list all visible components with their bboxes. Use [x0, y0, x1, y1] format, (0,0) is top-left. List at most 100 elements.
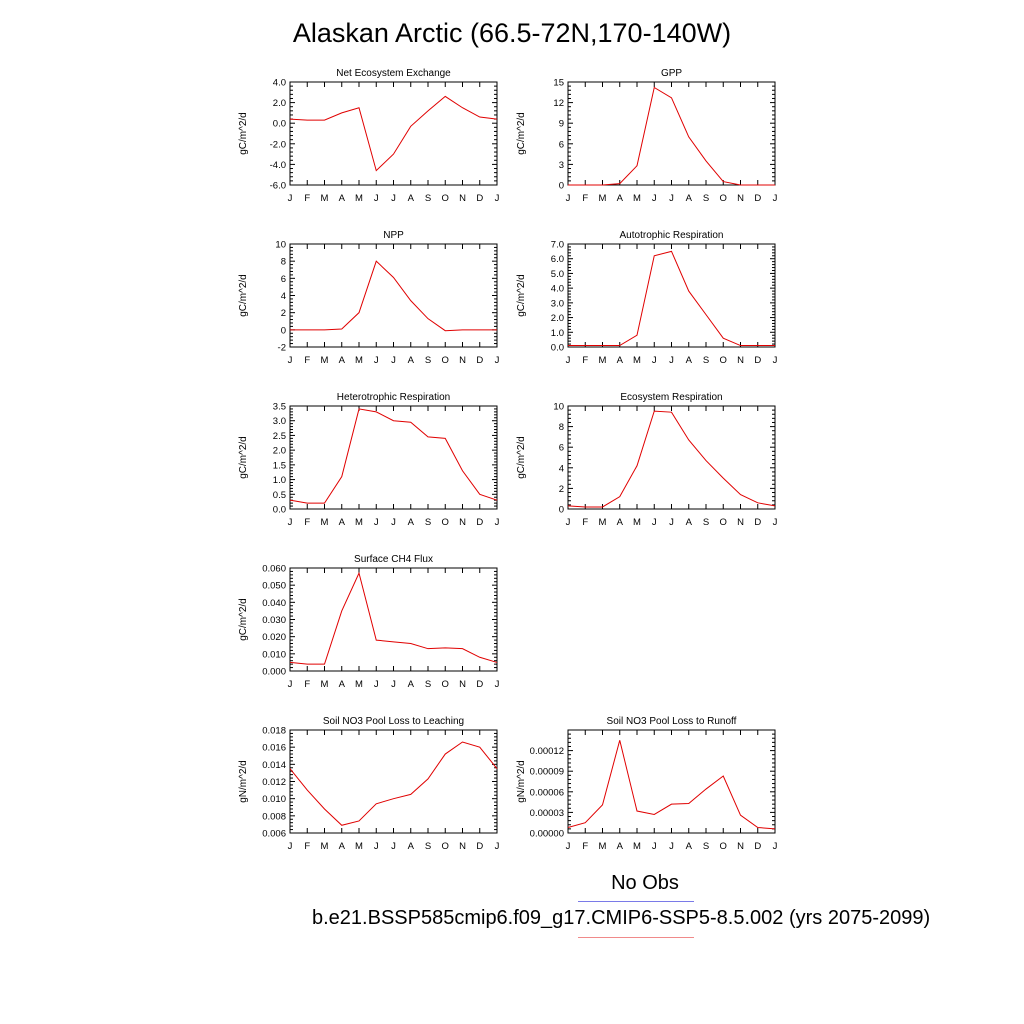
x-tick-label: D	[476, 193, 483, 204]
x-tick-label: M	[599, 517, 607, 528]
y-tick-label: 10	[553, 402, 564, 413]
x-tick-label: O	[720, 841, 727, 852]
case-label: b.e21.BSSP585cmip6.f09_g17.CMIP6-SSP5-8.…	[312, 907, 931, 929]
y-tick-label: 0.040	[262, 598, 286, 609]
y-tick-label: 0.050	[262, 581, 286, 592]
legend-obs-label: No Obs	[611, 872, 679, 894]
x-tick-label: A	[686, 517, 693, 528]
panel-title: Net Ecosystem Exchange	[336, 68, 451, 79]
x-tick-label: J	[495, 841, 500, 852]
x-tick-label: A	[686, 841, 693, 852]
x-tick-label: N	[459, 841, 466, 852]
series-line	[568, 250, 775, 347]
y-tick-label: 0.010	[262, 794, 286, 805]
y-tick-label: 3	[559, 160, 564, 171]
series-line	[568, 86, 775, 186]
y-axis-label: gC/m^2/d	[238, 436, 249, 479]
x-tick-label: J	[773, 355, 778, 366]
x-tick-label: F	[582, 355, 588, 366]
y-tick-label: 0.00012	[530, 746, 564, 757]
x-tick-label: J	[566, 841, 571, 852]
series-line	[289, 95, 498, 172]
x-tick-label: J	[391, 679, 396, 690]
series-line	[289, 408, 498, 504]
x-tick-label: F	[304, 355, 310, 366]
x-tick-label: J	[669, 841, 674, 852]
y-tick-label: 6	[281, 274, 286, 285]
y-tick-label: 8	[559, 422, 564, 433]
x-tick-label: M	[633, 841, 641, 852]
x-tick-label: M	[321, 517, 329, 528]
x-tick-label: D	[476, 679, 483, 690]
page-title: Alaskan Arctic (66.5-72N,170-140W)	[292, 18, 732, 48]
x-tick-label: O	[720, 355, 727, 366]
y-tick-label: 1.0	[273, 475, 286, 486]
y-axis-label: gC/m^2/d	[238, 274, 249, 317]
x-tick-label: F	[582, 517, 588, 528]
x-tick-label: A	[408, 841, 415, 852]
x-tick-label: J	[391, 193, 396, 204]
y-tick-label: 2.0	[551, 313, 564, 324]
x-tick-label: M	[633, 355, 641, 366]
x-tick-label: J	[391, 355, 396, 366]
x-tick-label: O	[442, 193, 449, 204]
y-tick-label: 2	[559, 484, 564, 495]
x-tick-label: J	[652, 517, 657, 528]
x-tick-label: A	[617, 841, 624, 852]
x-tick-label: N	[459, 679, 466, 690]
y-tick-label: 0.016	[262, 743, 286, 754]
x-tick-label: D	[754, 517, 761, 528]
x-tick-label: M	[355, 517, 363, 528]
x-tick-label: N	[737, 841, 744, 852]
panel-title: GPP	[661, 68, 682, 79]
y-axis-label: gC/m^2/d	[238, 112, 249, 155]
y-tick-label: 0	[559, 505, 564, 516]
x-tick-label: S	[703, 193, 709, 204]
x-tick-label: A	[408, 355, 415, 366]
x-tick-label: M	[355, 841, 363, 852]
x-tick-label: J	[669, 517, 674, 528]
x-tick-label: J	[374, 517, 379, 528]
y-tick-label: 15	[553, 78, 564, 89]
y-tick-label: 0.000	[262, 667, 286, 678]
y-tick-label: 0.014	[262, 760, 286, 771]
y-tick-label: 9	[559, 119, 564, 130]
plot-frame	[289, 567, 498, 672]
x-tick-label: J	[495, 517, 500, 528]
x-tick-label: M	[355, 679, 363, 690]
x-tick-label: J	[773, 841, 778, 852]
y-tick-label: 4	[559, 463, 564, 474]
y-tick-label: 0.060	[262, 564, 286, 575]
y-tick-label: 2.0	[273, 98, 286, 109]
y-tick-label: 12	[553, 98, 564, 109]
x-tick-label: M	[321, 193, 329, 204]
x-tick-label: J	[652, 193, 657, 204]
x-tick-label: N	[737, 517, 744, 528]
y-axis-label: gN/m^2/d	[516, 760, 527, 803]
y-tick-label: 2.0	[273, 446, 286, 457]
x-tick-label: F	[304, 193, 310, 204]
x-tick-label: S	[425, 193, 431, 204]
y-tick-label: 6.0	[551, 254, 564, 265]
x-tick-label: M	[321, 355, 329, 366]
x-tick-label: A	[617, 517, 624, 528]
plot-frame	[567, 243, 776, 348]
x-tick-label: J	[566, 355, 571, 366]
y-tick-label: 0.008	[262, 811, 286, 822]
x-tick-label: D	[476, 355, 483, 366]
y-tick-label: 0.0	[273, 505, 286, 516]
y-tick-label: 0.018	[262, 726, 286, 737]
x-tick-label: J	[391, 517, 396, 528]
x-tick-label: M	[355, 355, 363, 366]
x-tick-label: J	[773, 517, 778, 528]
x-tick-label: S	[703, 355, 709, 366]
x-tick-label: O	[720, 517, 727, 528]
plot-frame	[289, 405, 498, 510]
x-tick-label: F	[304, 841, 310, 852]
y-tick-label: 0.0	[551, 343, 564, 354]
y-tick-label: 0	[559, 181, 564, 192]
x-tick-label: M	[599, 193, 607, 204]
y-tick-label: 1.5	[273, 460, 286, 471]
y-tick-label: 10	[275, 240, 286, 251]
